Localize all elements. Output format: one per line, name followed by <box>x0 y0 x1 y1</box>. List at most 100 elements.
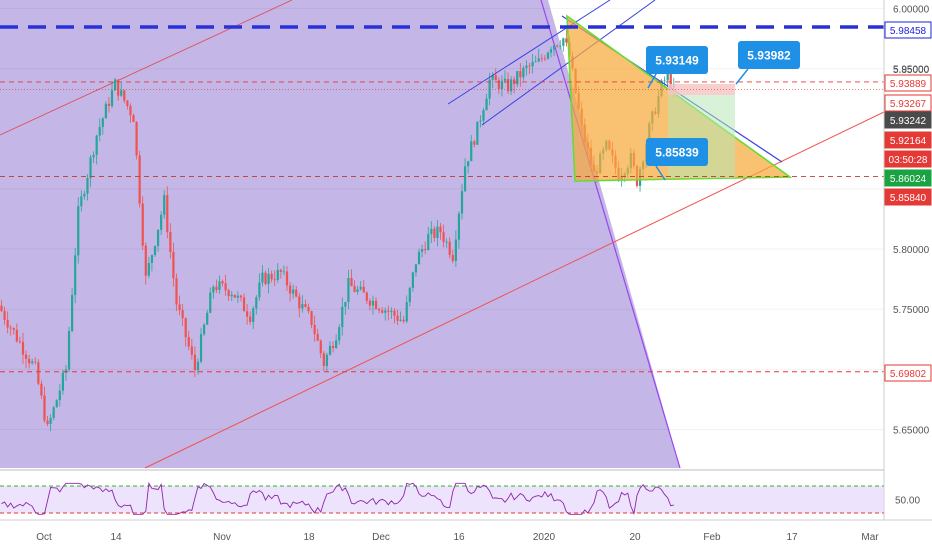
candle-body <box>264 272 267 285</box>
candle-body <box>565 38 568 43</box>
candle-body <box>58 390 61 401</box>
candle-body <box>399 319 402 321</box>
candle <box>546 51 550 61</box>
candle <box>203 323 206 337</box>
candle <box>196 358 200 375</box>
candle-body <box>89 157 92 178</box>
candle <box>21 332 25 364</box>
candle <box>279 268 282 279</box>
candle <box>221 279 224 287</box>
candle-body <box>227 290 230 297</box>
candle <box>451 249 454 264</box>
candle <box>160 211 163 236</box>
candle <box>405 295 408 324</box>
candle <box>325 352 329 372</box>
candle <box>46 416 49 427</box>
candle <box>212 284 215 299</box>
candle-body <box>282 271 286 273</box>
candle <box>6 311 9 334</box>
candle-body <box>402 319 405 322</box>
candle <box>424 241 427 255</box>
candle-body <box>270 273 273 280</box>
candle-body <box>463 166 467 192</box>
candle <box>255 295 258 315</box>
time-tick: 17 <box>786 532 798 543</box>
candle-body <box>331 345 335 348</box>
candle <box>371 295 375 315</box>
candle <box>230 290 233 302</box>
candle-body <box>439 226 442 233</box>
candle-body <box>203 324 206 335</box>
candle-body <box>276 269 279 281</box>
candle-body <box>328 345 332 355</box>
price-label: 5.98458 <box>884 21 932 39</box>
candle <box>387 305 390 321</box>
candle-body <box>193 354 197 371</box>
candle <box>292 284 295 299</box>
price-label: 5.93889 <box>884 74 932 92</box>
candle <box>31 358 34 365</box>
time-tick: Feb <box>703 532 721 543</box>
candle-body <box>123 90 126 101</box>
candle <box>129 103 132 123</box>
candle-body <box>338 327 341 341</box>
candle <box>113 77 117 91</box>
candle <box>181 303 184 327</box>
candle-body <box>218 281 221 290</box>
price-label-text: 5.93889 <box>890 79 927 90</box>
candle <box>49 414 52 432</box>
candle <box>396 309 399 325</box>
candle <box>534 55 537 63</box>
candle-body <box>427 234 430 251</box>
candle <box>322 351 325 372</box>
candle <box>282 265 286 276</box>
candle-body <box>525 65 528 68</box>
candle-body <box>224 283 227 291</box>
price-label-text: 03:50:28 <box>889 155 928 166</box>
candle-body <box>261 272 264 283</box>
candle-body <box>666 70 669 81</box>
candle-body <box>307 306 310 312</box>
candle-body <box>288 285 292 294</box>
candle-body <box>519 71 522 78</box>
time-tick: Oct <box>36 532 52 543</box>
candle-body <box>341 306 344 328</box>
candle <box>43 386 46 423</box>
candle-body <box>113 79 117 91</box>
candle-body <box>141 203 144 246</box>
candle <box>473 139 476 148</box>
price-label-text: 5.69802 <box>890 369 927 380</box>
price-label-box <box>884 111 932 129</box>
candle-body <box>3 311 6 320</box>
candle-body <box>215 286 218 290</box>
candle <box>261 264 264 287</box>
candle-body <box>663 80 666 82</box>
candle-body <box>476 121 479 145</box>
candle-body <box>378 309 381 311</box>
price-label: 03:50:28 <box>884 150 932 168</box>
candle-body <box>221 281 224 284</box>
candle <box>178 295 181 316</box>
candle-body <box>132 115 135 122</box>
candle <box>439 222 442 240</box>
candle <box>110 81 114 109</box>
candle-body <box>350 277 353 287</box>
candle <box>298 292 301 318</box>
candle-body <box>107 103 111 107</box>
candle-body <box>387 310 390 312</box>
candle <box>58 384 61 407</box>
candle <box>209 287 212 314</box>
candle-body <box>540 58 543 60</box>
candle <box>565 29 568 47</box>
candle-body <box>500 80 504 89</box>
candle <box>246 304 249 325</box>
price-tick: 6.00000 <box>893 4 930 15</box>
price-label-text: 5.98458 <box>890 26 927 37</box>
time-tick: 16 <box>453 532 465 543</box>
candle-body <box>445 241 448 243</box>
candle <box>543 55 546 62</box>
candle <box>503 70 507 84</box>
candle <box>531 53 534 74</box>
